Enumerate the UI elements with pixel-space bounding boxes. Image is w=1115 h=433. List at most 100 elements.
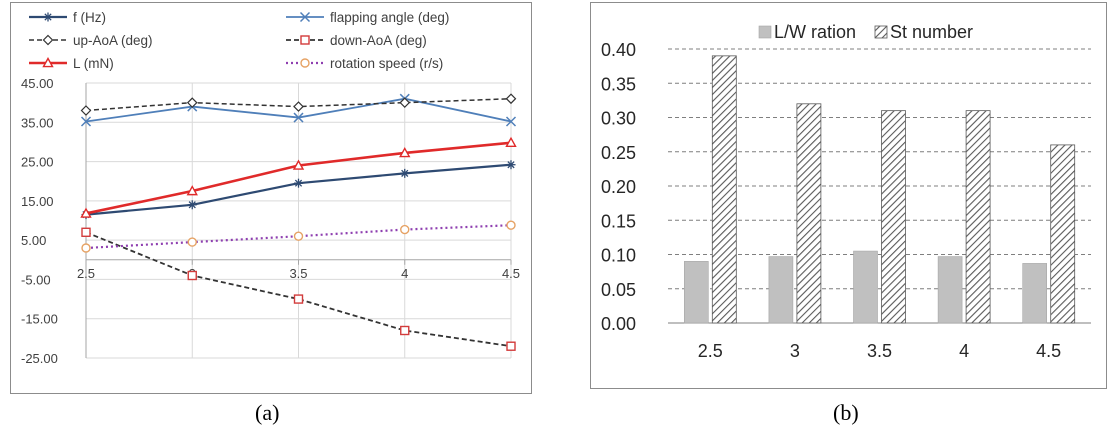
series-5 bbox=[80, 136, 517, 218]
bar-st-number bbox=[881, 110, 906, 324]
series-6 bbox=[81, 220, 516, 253]
bar-lw-ratio bbox=[1022, 263, 1048, 324]
data-point bbox=[80, 105, 92, 116]
legend-swatch bbox=[874, 25, 888, 39]
legend: f (Hz) flapping angle (deg) up-AoA (deg) do… bbox=[29, 10, 449, 71]
bar-group bbox=[853, 110, 906, 324]
data-point bbox=[80, 116, 92, 127]
bar-chart: 0.40 0.35 0.30 0.25 0.20 0.15 0.10 0.05 0.00 2.5 3… bbox=[601, 22, 1091, 361]
data-point bbox=[506, 220, 516, 230]
y-tick-label: 0.40 bbox=[601, 40, 636, 60]
data-point bbox=[81, 243, 91, 253]
series-line bbox=[85, 224, 512, 250]
data-point bbox=[400, 325, 410, 336]
legend-item: L/W ration bbox=[758, 22, 856, 42]
y-tick-label: 35.00 bbox=[21, 115, 54, 130]
bar-lw-ratio bbox=[684, 261, 709, 324]
bar-lw-ratio bbox=[768, 256, 794, 324]
bar-lw-ratio bbox=[937, 256, 963, 324]
y-tick-label: 0.25 bbox=[601, 143, 636, 163]
legend-item: flapping angle (deg) bbox=[286, 10, 449, 25]
data-point bbox=[294, 178, 303, 188]
y-tick-label: 0.15 bbox=[601, 211, 636, 231]
data-point bbox=[187, 200, 197, 210]
data-point bbox=[292, 159, 305, 170]
legend-marker bbox=[300, 35, 310, 45]
legend-label: flapping angle (deg) bbox=[330, 10, 449, 25]
data-point bbox=[187, 270, 197, 281]
y-tick-label: -15.00 bbox=[21, 312, 58, 327]
legend-item: L (mN) bbox=[29, 56, 114, 71]
series-3 bbox=[80, 93, 517, 116]
x-tick-label: 2.5 bbox=[698, 341, 723, 361]
data-point bbox=[505, 136, 517, 148]
x-tick-label: 2.5 bbox=[77, 266, 95, 281]
legend-marker bbox=[42, 57, 54, 68]
data-point bbox=[400, 168, 410, 178]
y-tick-label: -5.00 bbox=[21, 272, 51, 287]
data-point bbox=[293, 101, 304, 112]
legend-label: up-AoA (deg) bbox=[73, 33, 153, 48]
legend-item: rotation speed (r/s) bbox=[286, 56, 443, 71]
y-tick-label: 0.00 bbox=[601, 314, 636, 334]
legend-label: f (Hz) bbox=[73, 10, 106, 25]
data-point bbox=[400, 224, 410, 235]
data-point bbox=[293, 112, 304, 123]
legend-marker bbox=[43, 12, 53, 22]
y-tick-label: 0.05 bbox=[601, 280, 636, 300]
y-tick-label: 0.30 bbox=[601, 109, 636, 129]
caption-a: (a) bbox=[255, 400, 280, 425]
legend-item: down-AoA (deg) bbox=[286, 33, 427, 48]
legend-item: St number bbox=[874, 22, 973, 42]
legend-swatch bbox=[758, 25, 772, 39]
data-point bbox=[187, 237, 197, 247]
series-4 bbox=[81, 227, 516, 351]
x-tick-label: 3 bbox=[790, 341, 800, 361]
data-point bbox=[186, 97, 198, 108]
data-point bbox=[293, 231, 304, 241]
caption-b: (b) bbox=[833, 400, 859, 425]
legend: L/W ration St number bbox=[758, 22, 973, 42]
bar-st-number bbox=[1050, 144, 1076, 324]
bar-st-number bbox=[711, 55, 737, 324]
y-tick-label: 25.00 bbox=[21, 155, 54, 170]
legend-marker bbox=[42, 34, 54, 46]
bar-st-number bbox=[965, 110, 991, 324]
x-tick-label: 3.5 bbox=[289, 266, 307, 281]
y-tick-label: -25.00 bbox=[21, 351, 58, 366]
legend-item: up-AoA (deg) bbox=[29, 33, 153, 48]
y-tick-label: 0.20 bbox=[601, 177, 636, 197]
legend-label: down-AoA (deg) bbox=[330, 33, 427, 48]
data-point bbox=[81, 227, 91, 237]
bar-group bbox=[937, 110, 991, 324]
bar-st-number bbox=[796, 103, 822, 324]
data-point bbox=[186, 185, 198, 196]
data-point bbox=[505, 93, 517, 105]
data-point bbox=[506, 341, 516, 351]
chart-panel-b: 0.40 0.35 0.30 0.25 0.20 0.15 0.10 0.05 0.00 2.5 3… bbox=[590, 2, 1107, 389]
data-point bbox=[506, 160, 516, 170]
series-line bbox=[85, 231, 512, 348]
data-point bbox=[399, 146, 411, 158]
x-tick-label: 4 bbox=[959, 341, 969, 361]
x-tick-label: 4.5 bbox=[1036, 341, 1061, 361]
bar-group bbox=[1022, 144, 1076, 324]
y-tick-label: 45.00 bbox=[21, 76, 54, 91]
data-point bbox=[293, 294, 304, 304]
chart-panel-a: 45.00 35.00 25.00 15.00 5.00 -5.00 -15.00 -25.0… bbox=[10, 2, 532, 394]
legend-label: L/W ration bbox=[774, 22, 856, 42]
legend-marker bbox=[300, 58, 310, 68]
y-tick-label: 15.00 bbox=[21, 194, 54, 209]
legend-item: f (Hz) bbox=[29, 10, 106, 25]
y-tick-label: 5.00 bbox=[21, 233, 46, 248]
data-point bbox=[80, 207, 92, 218]
y-tick-label: 0.35 bbox=[601, 74, 636, 94]
bar-lw-ratio bbox=[853, 250, 878, 324]
x-tick-label: 3.5 bbox=[867, 341, 892, 361]
data-point bbox=[399, 97, 411, 108]
bar-group bbox=[684, 55, 737, 324]
line-chart: 45.00 35.00 25.00 15.00 5.00 -5.00 -15.00 -25.0… bbox=[21, 10, 520, 366]
legend-label: St number bbox=[890, 22, 973, 42]
legend-marker bbox=[299, 11, 311, 23]
x-tick-label: 4.5 bbox=[502, 266, 520, 281]
